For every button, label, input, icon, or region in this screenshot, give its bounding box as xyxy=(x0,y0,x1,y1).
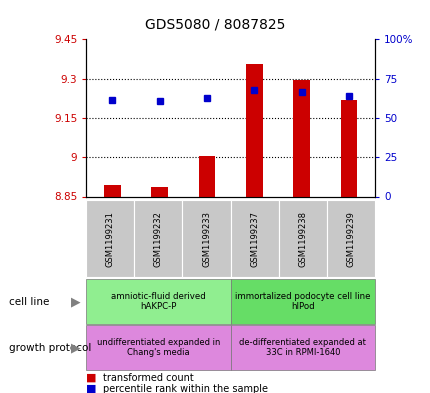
Text: GSM1199237: GSM1199237 xyxy=(249,211,258,267)
Text: de-differentiated expanded at
33C in RPMI-1640: de-differentiated expanded at 33C in RPM… xyxy=(239,338,366,357)
Bar xyxy=(198,156,215,196)
Text: immortalized podocyte cell line
hIPod: immortalized podocyte cell line hIPod xyxy=(234,292,370,311)
Text: ■: ■ xyxy=(86,384,96,393)
Text: GSM1199239: GSM1199239 xyxy=(346,211,355,267)
Text: GDS5080 / 8087825: GDS5080 / 8087825 xyxy=(145,18,285,32)
Text: growth protocol: growth protocol xyxy=(9,343,91,353)
Text: transformed count: transformed count xyxy=(103,373,194,383)
Bar xyxy=(104,185,120,196)
Bar xyxy=(151,187,167,196)
Text: ■: ■ xyxy=(86,373,96,383)
Text: GSM1199232: GSM1199232 xyxy=(154,211,163,267)
Text: GSM1199238: GSM1199238 xyxy=(298,211,307,267)
Text: percentile rank within the sample: percentile rank within the sample xyxy=(103,384,268,393)
Bar xyxy=(246,64,262,196)
Bar xyxy=(340,99,356,196)
Bar xyxy=(293,80,309,196)
Text: GSM1199231: GSM1199231 xyxy=(105,211,114,267)
Text: cell line: cell line xyxy=(9,297,49,307)
Text: ▶: ▶ xyxy=(71,341,80,354)
Text: ▶: ▶ xyxy=(71,295,80,308)
Text: undifferentiated expanded in
Chang's media: undifferentiated expanded in Chang's med… xyxy=(96,338,220,357)
Text: GSM1199233: GSM1199233 xyxy=(202,211,211,267)
Text: amniotic-fluid derived
hAKPC-P: amniotic-fluid derived hAKPC-P xyxy=(111,292,205,311)
